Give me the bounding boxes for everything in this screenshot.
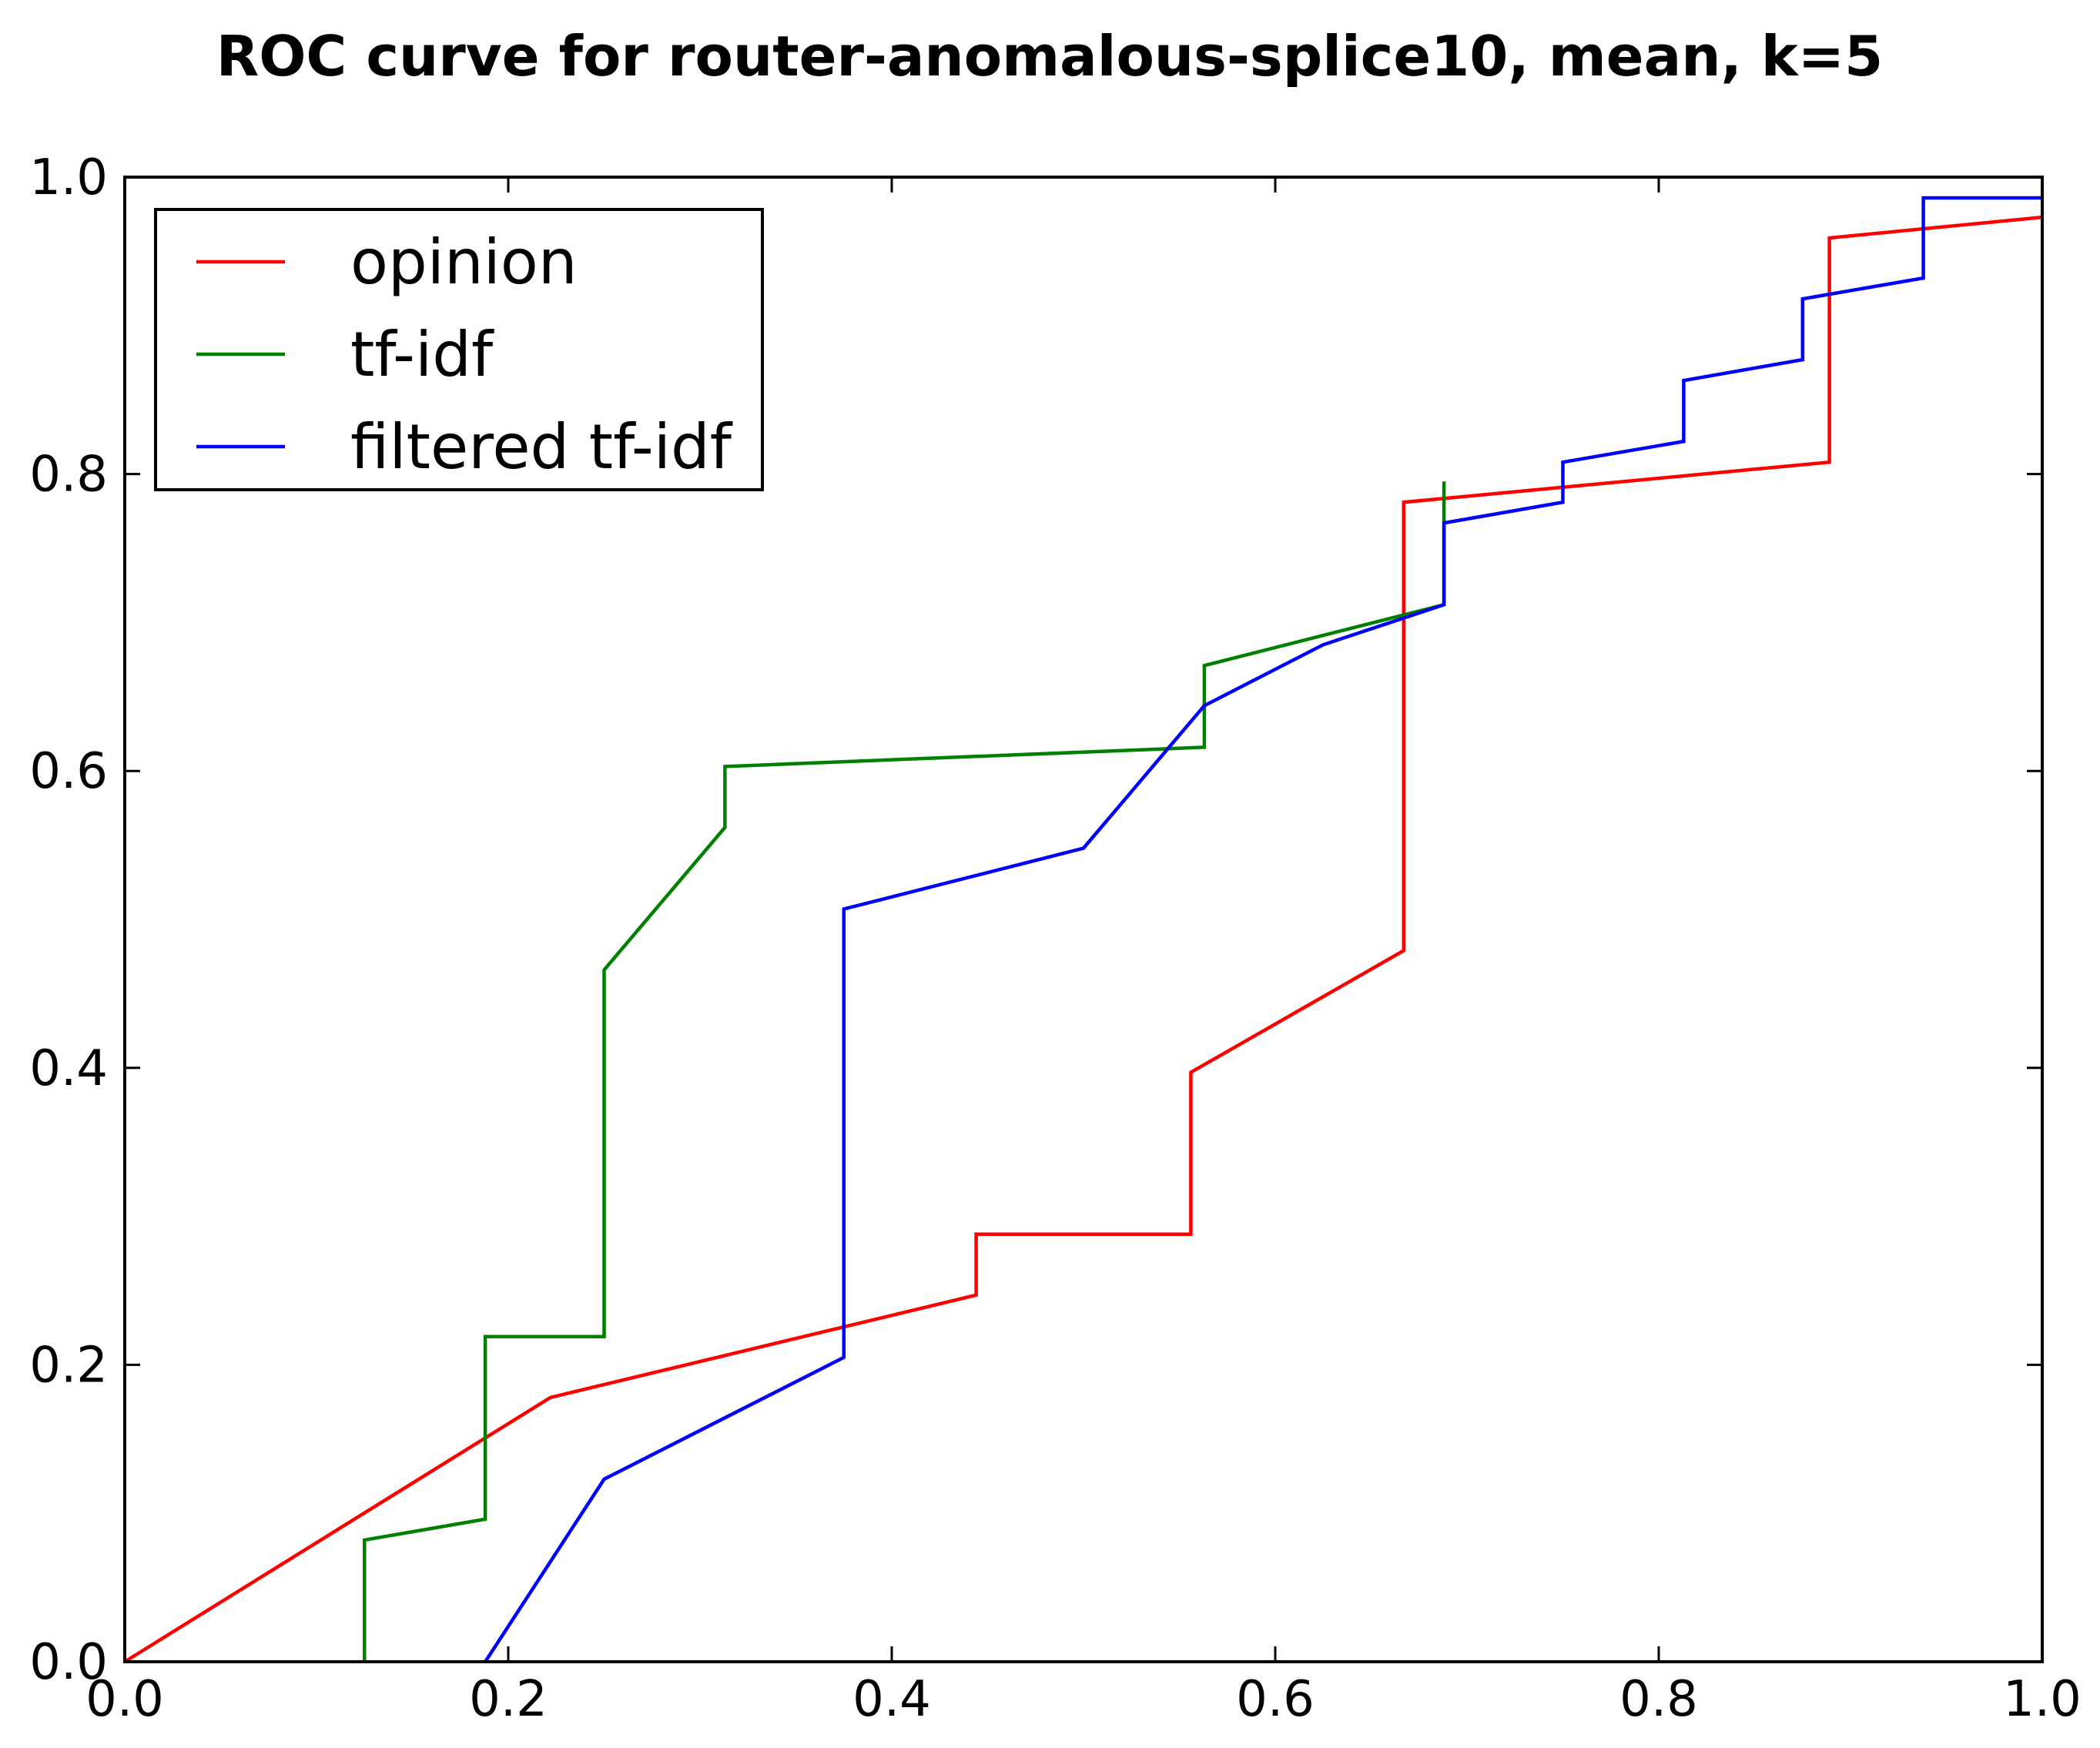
plot-frame bbox=[123, 176, 2044, 1663]
legend-label: opinion bbox=[350, 226, 578, 298]
series-layer bbox=[123, 196, 2043, 1663]
x-tick-label: 0.6 bbox=[1236, 1671, 1315, 1728]
tick-layer: 0.0 0.2 0.4 0.6 0.8 1.0 0.0 0.2 0.4 0.6 0.8 1.0 bbox=[29, 149, 2082, 1728]
chart-title: ROC curve for router-anomalous-splice10,… bbox=[216, 24, 1883, 89]
y-tick-label: 0.8 bbox=[29, 447, 108, 504]
series-line-opinion bbox=[123, 215, 2043, 1663]
y-tick-label: 0.0 bbox=[29, 1634, 108, 1691]
legend-box bbox=[154, 208, 764, 491]
x-tick-label: 0.2 bbox=[469, 1671, 548, 1728]
x-tick-label: 0.4 bbox=[852, 1671, 931, 1728]
x-tick-label: 1.0 bbox=[2003, 1671, 2082, 1728]
legend-label: filtered tf-idf bbox=[350, 411, 733, 483]
x-tick-label: 0.0 bbox=[85, 1671, 164, 1728]
series-line-filtered-tf-idf bbox=[484, 196, 2042, 1663]
y-tick-label: 0.2 bbox=[29, 1337, 108, 1394]
legend: opinion tf-idf filtered tf-idf bbox=[154, 208, 764, 491]
y-tick-label: 0.4 bbox=[29, 1040, 108, 1097]
legend-label: tf-idf bbox=[350, 319, 494, 390]
y-tick-label: 0.6 bbox=[29, 743, 108, 800]
series-line-tf-idf bbox=[363, 481, 1446, 1662]
x-tick-label: 0.8 bbox=[1619, 1671, 1698, 1728]
y-tick-label: 1.0 bbox=[29, 149, 108, 206]
